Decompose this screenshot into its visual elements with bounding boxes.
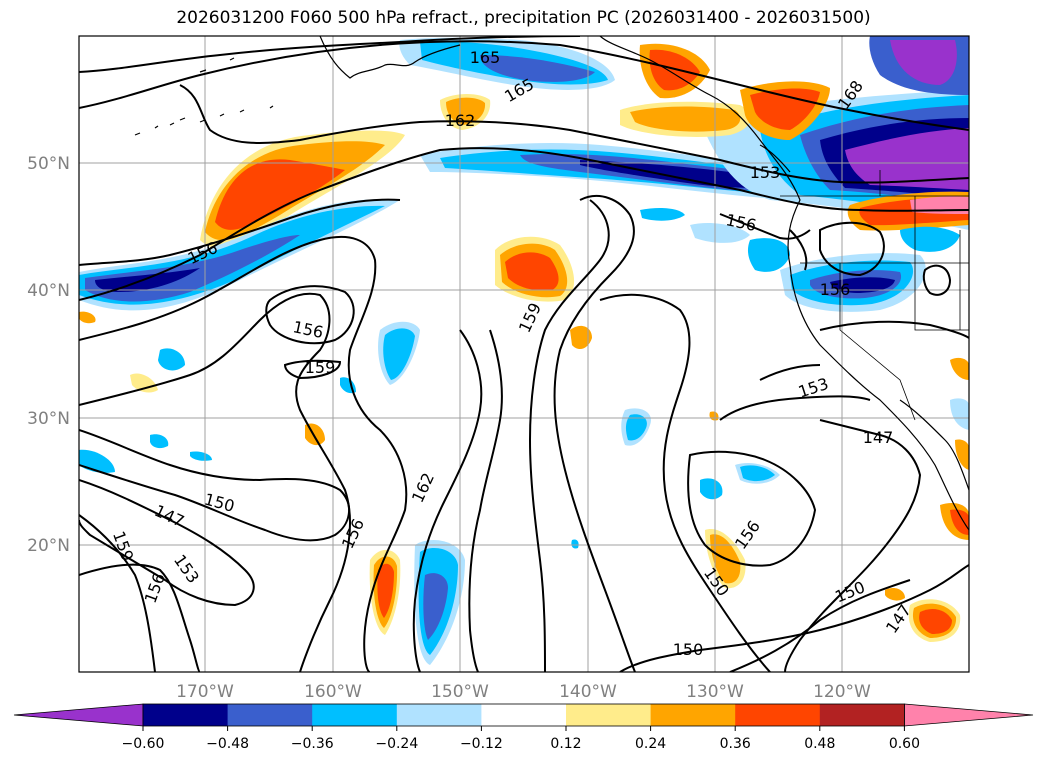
coastlines bbox=[134, 36, 969, 531]
colorbar-segment bbox=[566, 704, 652, 726]
colorbar-tick-label: −0.60 bbox=[122, 736, 165, 752]
colorbar-segment bbox=[819, 704, 905, 726]
colorbar-tick-label: 0.12 bbox=[550, 736, 581, 752]
colorbar-border bbox=[142, 703, 905, 727]
contour-label: 147 bbox=[863, 428, 894, 447]
lon-label: 170°W bbox=[176, 682, 234, 702]
colorbar-tick-label: 0.24 bbox=[635, 736, 666, 752]
lon-label: 120°W bbox=[813, 682, 871, 702]
colorbar-tick-label: −0.48 bbox=[206, 736, 249, 752]
lat-label: 30°N bbox=[27, 409, 70, 429]
colorbar-tick-label: −0.12 bbox=[460, 736, 503, 752]
contour-label: 156 bbox=[820, 280, 851, 299]
colorbar-segment bbox=[312, 704, 398, 726]
lat-label: 50°N bbox=[27, 154, 70, 174]
colorbar-extend-min bbox=[13, 703, 144, 727]
refractivity-contours bbox=[79, 36, 969, 672]
lon-label: 130°W bbox=[686, 682, 744, 702]
contour-label: 159 bbox=[305, 358, 336, 377]
colorbar-tick-label: −0.36 bbox=[291, 736, 334, 752]
colorbar-segment bbox=[227, 704, 313, 726]
colorbar-segment bbox=[481, 704, 567, 726]
lat-label: 20°N bbox=[27, 536, 70, 556]
lon-label: 150°W bbox=[431, 682, 489, 702]
colorbar-tick-label: −0.24 bbox=[375, 736, 418, 752]
contour-label: 150 bbox=[673, 640, 704, 659]
map-frame bbox=[78, 35, 970, 673]
colorbar-extend-max bbox=[904, 703, 1034, 727]
lat-label: 40°N bbox=[27, 281, 70, 301]
colorbar-segment bbox=[143, 704, 229, 726]
colorbar-segment bbox=[735, 704, 821, 726]
contour-label: 165 bbox=[470, 48, 501, 67]
contour-label: 162 bbox=[445, 111, 476, 130]
lon-label: 140°W bbox=[559, 682, 617, 702]
colorbar: −0.60 −0.48 −0.36 −0.24 −0.12 0.12 0.24 0.36 0.4… bbox=[13, 703, 1034, 752]
colorbar-segment bbox=[396, 704, 482, 726]
lon-label: 160°W bbox=[304, 682, 362, 702]
colorbar-segment bbox=[650, 704, 736, 726]
colorbar-tick-label: 0.48 bbox=[804, 736, 835, 752]
longitude-labels: 170°W 160°W 150°W 140°W 130°W 120°W bbox=[176, 682, 871, 702]
contour-label: 153 bbox=[750, 163, 781, 182]
graticule bbox=[79, 36, 969, 672]
map-content: 165 165 162 168 156 153 156 156 156 159 … bbox=[79, 36, 969, 672]
colorbar-tick-label: 0.36 bbox=[720, 736, 751, 752]
latitude-labels: 50°N 40°N 30°N 20°N bbox=[27, 154, 70, 556]
colorbar-tick-label: 0.60 bbox=[889, 736, 920, 752]
map-title: 2026031200 F060 500 hPa refract., precip… bbox=[176, 8, 871, 28]
